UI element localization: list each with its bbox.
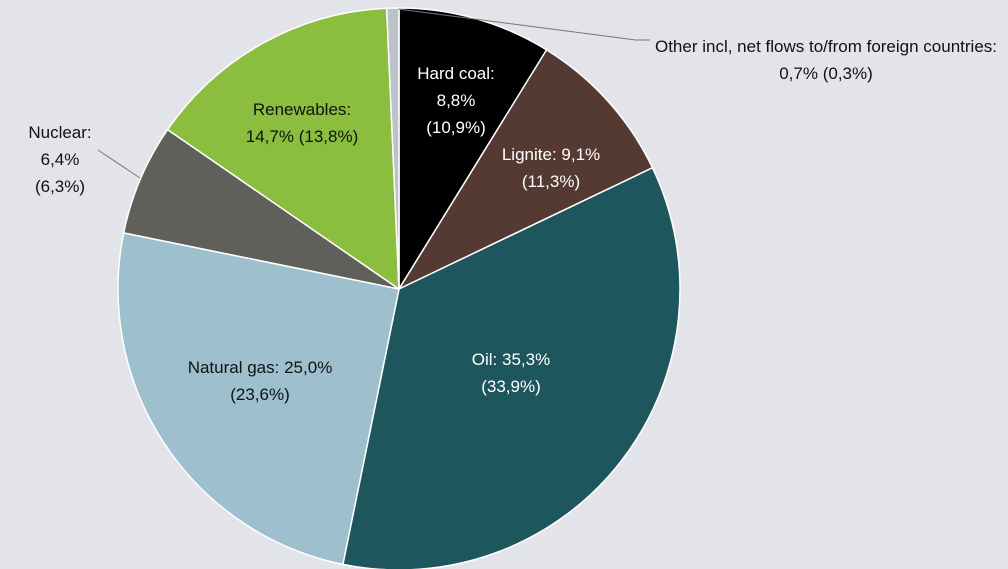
value-label: 35,3% (502, 350, 551, 369)
slice-label: Other incl, net flows to/from foreign co… (651, 33, 1001, 87)
category-name: Nuclear: (28, 123, 92, 142)
value-label: 6,4% (40, 150, 80, 169)
value-label: 14,7% (245, 127, 294, 146)
category-name: Lignite: (501, 145, 557, 164)
pie-slice (166, 7, 400, 291)
prior-value-label: (33,9%) (481, 377, 541, 396)
pie-slice (397, 48, 654, 291)
value-label: 9,1% (561, 145, 601, 164)
prior-value-label: (23,6%) (230, 385, 290, 404)
pie-slice (385, 7, 400, 290)
category-name: Renewables: (252, 100, 352, 119)
value-label: 0,7% (779, 64, 818, 83)
prior-value-label: (13,8%) (298, 127, 359, 146)
pie-slice (122, 128, 400, 290)
pie-slice (341, 166, 681, 569)
value-label: 25,0% (284, 358, 333, 377)
prior-value-label: (0,3%) (822, 64, 873, 83)
category-name: Other incl, net flows to/from foreign co… (654, 37, 998, 56)
prior-value-label: (10,9%) (426, 118, 486, 137)
slice-label: Nuclear: 6,4% (6,3%) (28, 119, 91, 200)
slice-label: Natural gas: 25,0% (23,6%) (188, 354, 333, 408)
value-label: 8,8% (436, 91, 476, 110)
slice-label: Oil: 35,3% (33,9%) (472, 346, 550, 400)
prior-value-label: (11,3%) (521, 172, 581, 191)
prior-value-label: (6,3%) (34, 177, 86, 196)
category-name: Natural gas: (187, 358, 280, 377)
slice-label: Hard coal: 8,8% (10,9%) (417, 60, 494, 141)
pie-slice (117, 231, 400, 566)
slice-label: Renewables: 14,7% (13,8%) (246, 96, 358, 150)
leader-line (97, 149, 141, 179)
category-name: Hard coal: (417, 64, 495, 83)
slice-label: Lignite: 9,1% (11,3%) (502, 141, 600, 195)
leader-line (397, 8, 650, 41)
category-name: Oil: (471, 350, 498, 369)
